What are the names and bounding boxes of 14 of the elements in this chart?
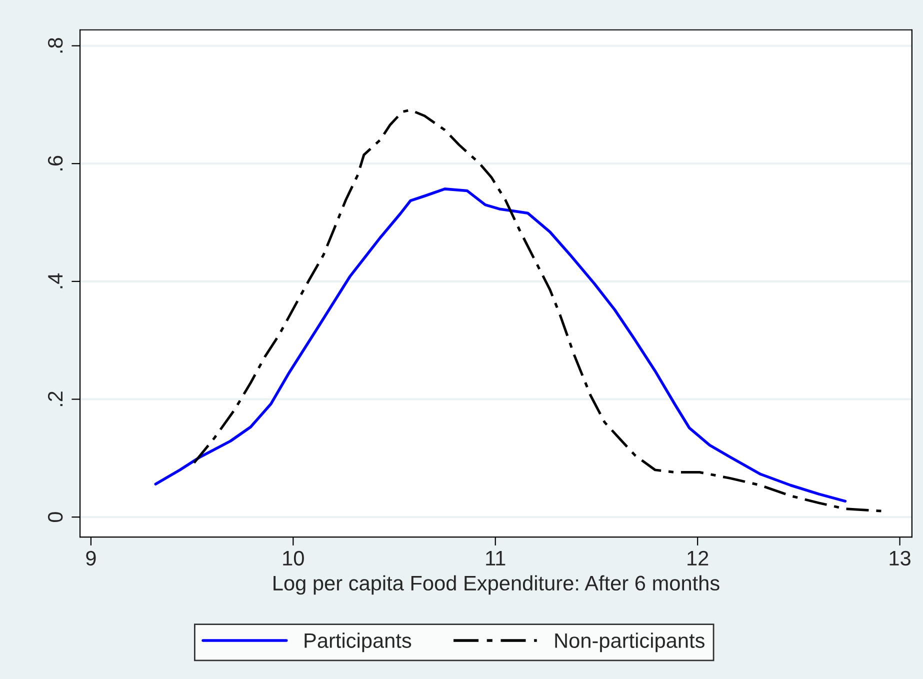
x-tick-label: 10 [283,550,304,566]
y-tick-label: .8 [48,38,63,53]
y-tick-label: 0 [48,512,63,522]
line-series [154,188,847,503]
x-tick-label: 12 [688,550,708,566]
x-tick-label: 9 [86,550,96,566]
y-tick-label: .4 [48,273,63,288]
x-axis-title: Log per capita Food Expenditure: After 6 months [274,575,720,595]
x-tick-label: 11 [486,551,506,566]
y-tick-label: .2 [48,392,63,406]
y-tick-label: .6 [48,156,63,170]
legend-label: Participants [304,632,412,652]
legend-label: Non-participants [555,632,704,652]
x-tick-label: 13 [890,550,910,566]
